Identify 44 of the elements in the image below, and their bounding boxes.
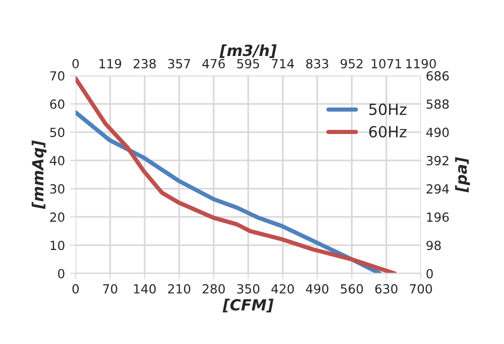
- x-tick-label: 490: [306, 284, 328, 294]
- x-tick-label: 0: [72, 284, 79, 294]
- x-tick-label: 560: [340, 284, 363, 294]
- y2-tick-label: 686: [426, 71, 449, 81]
- x2-tick-label: 1190: [406, 58, 436, 68]
- x2-tick-label: 595: [237, 58, 260, 68]
- legend-label: 60Hz: [369, 126, 406, 138]
- x2-tick-label: 238: [134, 58, 156, 68]
- x-axis-title: [CFM]: [222, 298, 274, 312]
- y-tick-label: 10: [50, 240, 64, 250]
- y-axis-title: [mmAq]: [32, 140, 46, 210]
- x2-tick-label: 952: [340, 58, 362, 68]
- x2-tick-label: 714: [272, 59, 294, 68]
- x2-tick-label: 833: [306, 58, 328, 68]
- legend-label: 50Hz: [369, 104, 406, 116]
- x-tick-label: 70: [103, 284, 118, 294]
- x-tick-label: 700: [410, 284, 432, 294]
- x-tick-label: 280: [202, 284, 225, 294]
- x-tick-label: 140: [134, 284, 156, 294]
- y2-tick-label: 490: [426, 128, 449, 138]
- x2-tick-label: 476: [202, 58, 225, 68]
- y-tick-label: 0: [58, 268, 64, 278]
- y-tick-label: 30: [50, 184, 64, 194]
- x-tick-label: 630: [375, 284, 398, 294]
- x-tick-label: 210: [168, 284, 190, 294]
- x2-tick-label: 0: [72, 58, 79, 68]
- y2-tick-label: 196: [427, 212, 449, 222]
- y-tick-label: 70: [50, 71, 64, 81]
- y2-tick-label: 0: [426, 268, 433, 278]
- x2-tick-label: 1071: [372, 58, 402, 68]
- x-tick-label: 350: [237, 284, 260, 294]
- x-tick-label: 420: [271, 284, 294, 294]
- x2-axis-title: [m3/h]: [220, 44, 277, 58]
- x2-tick-label: 357: [168, 58, 190, 68]
- x2-tick-label: 119: [100, 58, 122, 68]
- y2-tick-label: 588: [426, 99, 449, 109]
- y-tick-label: 50: [50, 128, 64, 138]
- y2-tick-label: 392: [426, 156, 448, 166]
- y2-tick-label: 98: [426, 240, 441, 250]
- y2-tick-label: 294: [426, 184, 449, 194]
- y-tick-label: 40: [50, 156, 64, 166]
- y-tick-label: 60: [50, 99, 64, 109]
- y2-axis-title: [pa]: [455, 157, 470, 192]
- y-tick-label: 20: [50, 212, 64, 222]
